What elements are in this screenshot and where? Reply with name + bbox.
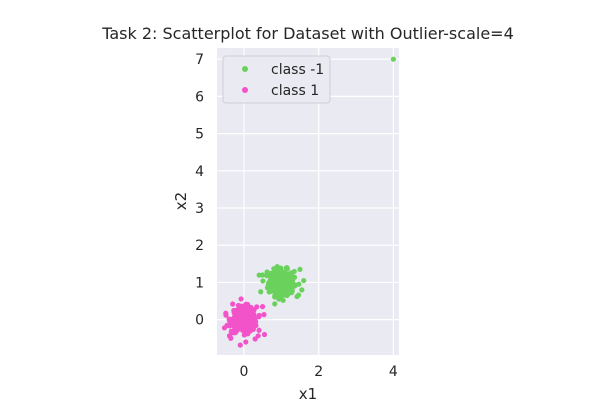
data-point <box>272 277 278 283</box>
data-point <box>230 301 236 307</box>
series-0-points <box>256 56 396 307</box>
data-point <box>390 56 396 62</box>
y-tick-label: 2 <box>195 238 204 254</box>
data-point <box>273 282 279 288</box>
data-point <box>284 265 290 272</box>
axis-ticks: 0 2 4 0 1 2 3 4 5 6 7 <box>195 52 398 380</box>
data-point <box>239 327 246 334</box>
data-point <box>253 322 259 329</box>
y-tick-label: 3 <box>195 201 204 217</box>
data-point <box>248 319 254 325</box>
series-1-points <box>221 296 268 348</box>
data-point <box>232 309 238 315</box>
data-point <box>299 287 305 293</box>
data-point <box>237 311 243 318</box>
legend-label-class-neg1: class -1 <box>271 62 324 78</box>
data-point <box>238 296 244 302</box>
y-tick-label: 4 <box>195 164 204 180</box>
data-point <box>258 289 264 295</box>
data-point <box>259 304 266 310</box>
data-point <box>272 293 278 299</box>
legend-marker-class-1 <box>242 87 248 93</box>
data-point <box>244 324 250 330</box>
data-point <box>228 319 234 325</box>
data-point <box>245 331 251 337</box>
data-point <box>223 312 229 318</box>
legend-label-class-1: class 1 <box>271 83 319 99</box>
data-point <box>259 272 266 278</box>
data-point <box>244 306 250 312</box>
data-point <box>237 342 243 348</box>
data-point <box>279 276 285 282</box>
data-point <box>301 277 307 284</box>
y-tick-label: 6 <box>195 89 204 105</box>
data-points <box>221 56 396 348</box>
data-point <box>272 301 278 307</box>
x-axis-label: x1 <box>299 385 317 400</box>
data-point <box>239 323 245 329</box>
data-point <box>269 280 275 286</box>
data-point <box>284 277 290 283</box>
legend: class -1 class 1 <box>222 55 331 104</box>
data-point <box>241 315 247 321</box>
data-point <box>228 335 234 341</box>
data-point <box>264 269 270 275</box>
y-tick-label: 1 <box>195 275 204 291</box>
data-point <box>243 311 249 317</box>
data-point <box>274 267 280 273</box>
data-point <box>256 314 262 320</box>
x-tick-label: 0 <box>239 364 248 380</box>
data-point <box>294 293 300 300</box>
chart-title: Task 2: Scatterplot for Dataset with Out… <box>101 24 514 43</box>
y-tick-label: 0 <box>195 313 204 329</box>
y-tick-label: 5 <box>195 127 204 143</box>
data-point <box>289 274 296 280</box>
data-point <box>256 327 262 333</box>
data-point <box>243 339 249 345</box>
legend-box <box>222 55 331 104</box>
data-point <box>221 325 228 331</box>
x-tick-label: 2 <box>314 364 323 380</box>
data-point <box>260 278 266 284</box>
data-point <box>235 302 242 309</box>
data-point <box>252 336 258 342</box>
y-tick-label: 7 <box>195 52 204 68</box>
data-point <box>284 289 290 295</box>
data-point <box>289 278 295 285</box>
legend-marker-class-neg1 <box>242 66 248 72</box>
data-point <box>289 289 295 296</box>
data-point <box>254 304 260 310</box>
data-point <box>280 297 286 303</box>
data-point <box>291 268 297 275</box>
data-point <box>297 266 303 273</box>
data-point <box>245 301 251 308</box>
x-tick-label: 4 <box>389 364 398 380</box>
data-point <box>249 308 255 314</box>
data-point <box>296 281 302 287</box>
data-point <box>261 331 268 338</box>
data-point <box>276 296 282 302</box>
y-axis-label: x2 <box>172 192 190 210</box>
data-point <box>277 287 283 293</box>
data-point <box>250 315 256 321</box>
data-point <box>261 312 267 318</box>
